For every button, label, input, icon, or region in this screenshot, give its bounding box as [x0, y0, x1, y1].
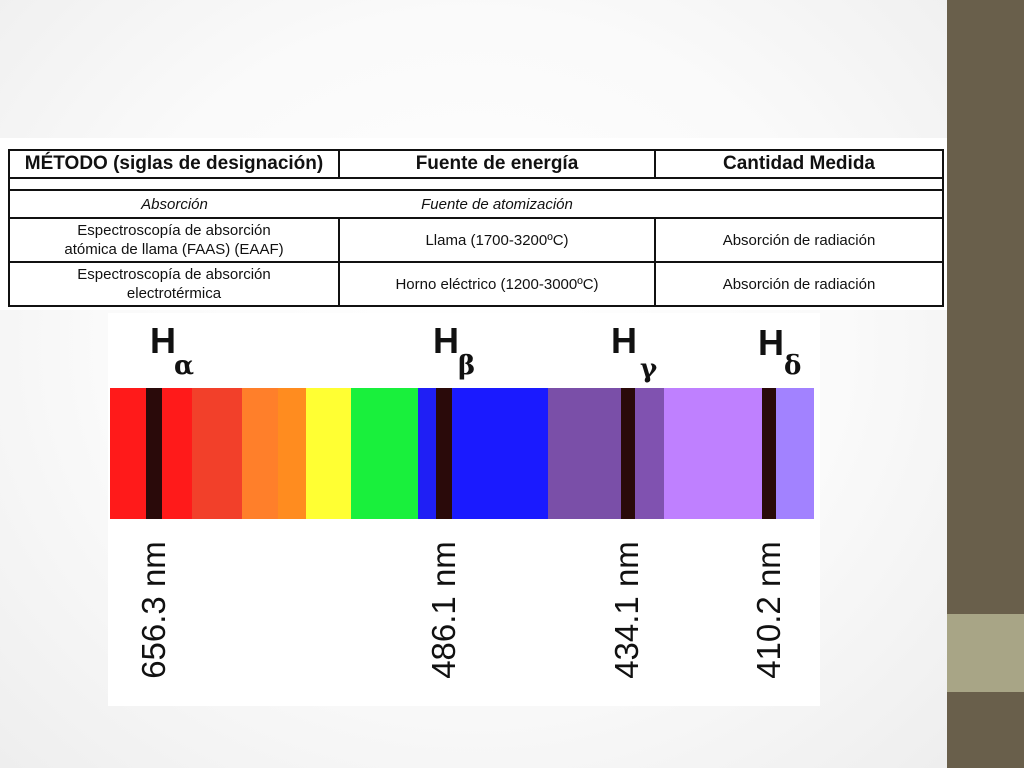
h-delta-symbol: H: [758, 322, 784, 363]
h-gamma-symbol: H: [611, 320, 637, 361]
spectrum-band-violet: [548, 388, 628, 519]
header-method: MÉTODO (siglas de designación): [8, 149, 340, 179]
row-method-line1: Espectroscopía de absorción: [77, 266, 271, 283]
row-source: Llama (1700-3200ºC): [338, 217, 656, 263]
row-method: Espectroscopía de absorción atómica de l…: [8, 217, 340, 263]
h-alpha-wavelength: 656.3 nm: [135, 541, 172, 679]
row-quantity: Absorción de radiación: [654, 217, 944, 263]
methods-table: MÉTODO (siglas de designación) Fuente de…: [8, 149, 944, 307]
row-method: Espectroscopía de absorción electrotérmi…: [8, 261, 340, 307]
row-method-line2: electrotérmica: [126, 285, 222, 302]
table-gap-row: [8, 178, 944, 190]
subheader-atomization-source: Fuente de atomización: [339, 189, 655, 219]
h-delta-wavelength: 410.2 nm: [750, 541, 787, 679]
h-beta-wavelength: 486.1 nm: [425, 541, 462, 679]
subheader-empty: [655, 189, 944, 219]
row-method-line2: atómica de llama (FAAS) (EAAF): [64, 241, 284, 258]
spectrum-band-lilac: [664, 388, 764, 519]
h-alpha-subscript: α: [174, 351, 195, 381]
spectrum-band-yellow: [306, 388, 351, 519]
h-gamma-wavelength: 434.1 nm: [608, 541, 645, 679]
h-gamma-subscript: γ: [640, 354, 658, 384]
h-delta-subscript: δ: [784, 351, 802, 381]
spectrum-band-blue-2: [453, 388, 548, 519]
spectrum-band-green: [351, 388, 418, 519]
table-row: Espectroscopía de absorción electrotérmi…: [8, 261, 944, 307]
h-beta-subscript: β: [458, 351, 476, 381]
row-quantity: Absorción de radiación: [654, 261, 944, 307]
row-method-line1: Espectroscopía de absorción: [77, 222, 271, 239]
subheader-absorption: Absorción: [8, 189, 339, 219]
header-energy-source: Fuente de energía: [338, 149, 656, 179]
spectrum-band-orange-2: [278, 388, 306, 519]
spectrum-band-orange: [242, 388, 278, 519]
table-row: Espectroscopía de absorción atómica de l…: [8, 217, 944, 263]
h-gamma-emission-line: [621, 388, 635, 519]
table-header-row: MÉTODO (siglas de designación) Fuente de…: [8, 149, 944, 179]
h-alpha-emission-line: [146, 388, 162, 519]
h-beta-emission-line: [436, 388, 452, 519]
spectrum-band-red-orange: [192, 388, 242, 519]
side-decoration-accent: [947, 614, 1024, 692]
h-alpha-symbol: H: [150, 320, 176, 361]
table-subheader-row: Absorción Fuente de atomización: [8, 189, 944, 219]
header-measured-quantity: Cantidad Medida: [654, 149, 944, 179]
row-source: Horno eléctrico (1200-3000ºC): [338, 261, 656, 307]
h-delta-emission-line: [762, 388, 776, 519]
h-beta-symbol: H: [433, 320, 459, 361]
